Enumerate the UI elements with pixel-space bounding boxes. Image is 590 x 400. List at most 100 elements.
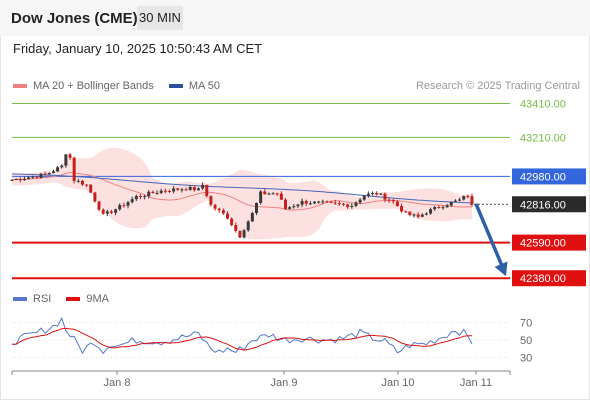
candle-body — [151, 191, 155, 194]
candle — [101, 208, 105, 215]
candle-body — [230, 218, 234, 226]
candle-body — [10, 179, 14, 181]
candle-body — [14, 178, 18, 180]
rsi-panel: 70 50 30 — [11, 316, 532, 364]
candle-body — [466, 196, 470, 198]
candle — [105, 209, 109, 217]
candle — [93, 191, 97, 203]
candle-body — [188, 186, 192, 191]
candle — [209, 195, 213, 207]
candle — [462, 195, 466, 201]
candle-body — [217, 208, 221, 211]
candle — [317, 200, 321, 204]
candle — [230, 217, 234, 227]
candle — [130, 196, 134, 204]
candle-body — [192, 186, 196, 191]
candle-body — [143, 196, 147, 198]
price-legend: MA 20 + Bollinger Bands MA 50 — [13, 80, 232, 92]
candle — [391, 198, 395, 204]
candle — [429, 207, 433, 215]
candle — [118, 203, 122, 211]
candle-body — [375, 192, 379, 195]
candle — [404, 210, 408, 213]
candle-body — [267, 193, 271, 195]
candle-body — [27, 177, 31, 179]
arrow-shaft — [474, 203, 505, 269]
candle-body — [453, 200, 457, 202]
candle-body — [234, 225, 238, 231]
candle-body — [109, 211, 113, 213]
candle-body — [379, 193, 383, 195]
candle-body — [18, 178, 22, 181]
candle — [147, 189, 151, 199]
candle-body — [325, 201, 329, 203]
candle-body — [89, 184, 93, 193]
candle — [263, 189, 267, 195]
candle — [308, 201, 312, 205]
candle-body — [51, 171, 55, 173]
candle — [246, 220, 250, 232]
instrument-title: Dow Jones (CME) — [11, 10, 138, 27]
candle — [167, 189, 171, 193]
candle — [201, 182, 205, 190]
candle-body — [321, 201, 325, 203]
candle-body — [424, 213, 428, 215]
candle — [321, 199, 325, 205]
candle-body — [358, 199, 362, 203]
candle — [250, 211, 254, 222]
ma20-line — [11, 171, 473, 211]
candle-body — [196, 188, 200, 191]
candle-body — [134, 196, 138, 200]
candle — [10, 179, 14, 182]
candle-body — [300, 200, 304, 205]
candle-body — [433, 207, 437, 210]
candle-body — [68, 154, 72, 158]
candle — [172, 186, 176, 194]
candle-body — [296, 204, 300, 207]
rsi-ma-label: 9MA — [86, 293, 110, 305]
candle — [350, 203, 354, 209]
candle — [342, 202, 346, 207]
candle-body — [118, 205, 122, 210]
candle — [333, 199, 337, 205]
candle-body — [470, 196, 474, 205]
candle — [60, 164, 64, 169]
candle — [275, 192, 279, 196]
level-label-box-support — [512, 270, 586, 287]
candle-body — [420, 214, 424, 217]
candle — [445, 203, 449, 208]
candle-body — [101, 209, 105, 214]
candle-body — [329, 201, 333, 203]
candle-body — [205, 185, 209, 197]
candle-body — [209, 196, 213, 205]
candle — [337, 200, 341, 206]
rsi-tick-label: 70 — [520, 318, 532, 330]
candle — [76, 178, 80, 183]
candle — [416, 212, 420, 219]
forecast-arrow — [474, 203, 508, 277]
candle-body — [391, 200, 395, 202]
candle-body — [97, 201, 101, 210]
candle-body — [22, 178, 26, 181]
candle — [420, 213, 424, 218]
candle-body — [333, 202, 337, 204]
candle-body — [105, 211, 109, 214]
interval-button[interactable]: 30 MIN — [137, 6, 183, 30]
candle-body — [366, 193, 370, 196]
candle-body — [275, 193, 279, 195]
candle-body — [225, 213, 229, 219]
candle-body — [255, 202, 259, 214]
candle-body — [85, 184, 89, 186]
candle — [424, 212, 428, 216]
candle — [242, 228, 246, 239]
candle-body — [43, 173, 47, 175]
candle — [138, 193, 142, 200]
candle — [114, 208, 118, 216]
candle — [371, 191, 375, 196]
candle-body — [72, 157, 76, 181]
candle — [39, 172, 43, 179]
candle — [259, 190, 263, 205]
candle-body — [449, 201, 453, 206]
level-label-box-support — [512, 234, 586, 251]
